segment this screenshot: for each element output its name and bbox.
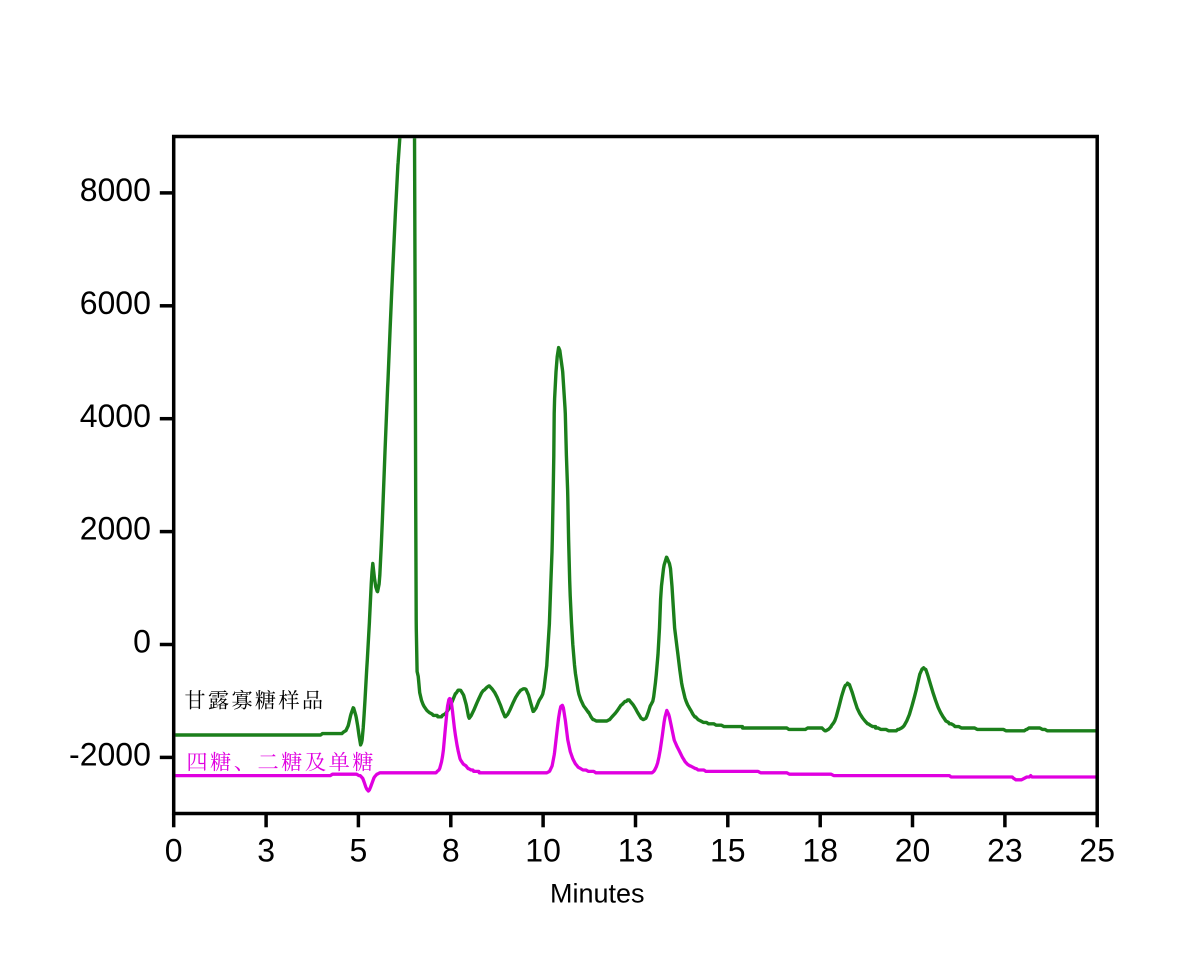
svg-text:0: 0 xyxy=(133,624,151,660)
svg-text:20: 20 xyxy=(895,833,931,869)
svg-text:6000: 6000 xyxy=(80,285,151,321)
svg-text:18: 18 xyxy=(802,833,838,869)
svg-text:13: 13 xyxy=(618,833,654,869)
svg-text:3: 3 xyxy=(257,833,275,869)
svg-text:23: 23 xyxy=(987,833,1023,869)
svg-text:8: 8 xyxy=(442,833,460,869)
svg-text:10: 10 xyxy=(525,833,561,869)
svg-text:4000: 4000 xyxy=(80,398,151,434)
svg-text:-2000: -2000 xyxy=(69,737,151,773)
svg-text:15: 15 xyxy=(710,833,746,869)
svg-text:Minutes: Minutes xyxy=(550,879,645,909)
svg-text:2000: 2000 xyxy=(80,511,151,547)
svg-text:0: 0 xyxy=(165,833,183,869)
svg-text:5: 5 xyxy=(350,833,368,869)
svg-text:8000: 8000 xyxy=(80,172,151,208)
svg-text:25: 25 xyxy=(1079,833,1115,869)
